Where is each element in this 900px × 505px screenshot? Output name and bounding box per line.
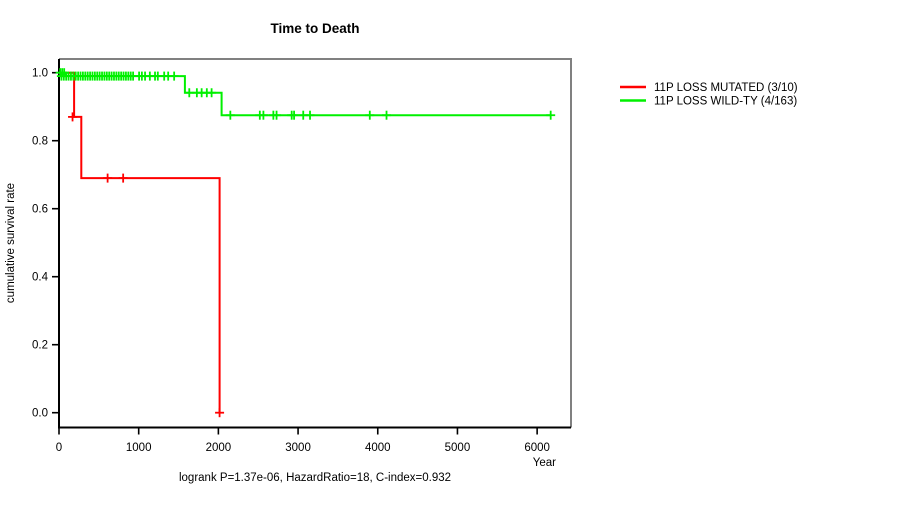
plot-border-gray bbox=[59, 58, 572, 428]
legend: 11P LOSS MUTATED (3/10) 11P LOSS WILD-TY… bbox=[620, 82, 798, 108]
y-tick-label: 0.6 bbox=[32, 204, 48, 216]
y-tick-label: 0.2 bbox=[32, 340, 48, 352]
y-tick-label: 0.4 bbox=[32, 272, 49, 284]
y-tick-label: 0.8 bbox=[32, 136, 48, 148]
x-tick-label: 4000 bbox=[365, 442, 391, 454]
x-tick-label: 5000 bbox=[445, 442, 471, 454]
x-tick-label: 0 bbox=[56, 442, 62, 454]
x-tick-label: 1000 bbox=[126, 442, 152, 454]
y-axis-label: cumulative survival rate bbox=[5, 183, 17, 303]
legend-label-mutated: 11P LOSS MUTATED (3/10) bbox=[654, 82, 798, 94]
chart-title: Time to Death bbox=[270, 21, 359, 36]
x-axis-label: Year bbox=[533, 457, 556, 469]
x-tick-label: 6000 bbox=[524, 442, 550, 454]
legend-swatches bbox=[620, 85, 646, 102]
censor-marks-mutated bbox=[68, 112, 225, 418]
y-tick-label: 0.0 bbox=[32, 408, 48, 420]
censor-marks-wild-type bbox=[55, 68, 556, 120]
x-tick-label: 2000 bbox=[206, 442, 232, 454]
survival-curve-mutated bbox=[59, 71, 221, 413]
x-tick-label: 3000 bbox=[285, 442, 311, 454]
legend-label-wild-type: 11P LOSS WILD-TY (4/163) bbox=[654, 96, 797, 108]
y-tick-label: 1.0 bbox=[32, 68, 48, 80]
plot-area: 0.0 0.2 0.4 0.6 0.8 1.0 0 1000 2000 3000 4000 5000 6… bbox=[32, 58, 572, 454]
stats-annotation: logrank P=1.37e-06, HazardRatio=18, C-in… bbox=[179, 472, 451, 484]
